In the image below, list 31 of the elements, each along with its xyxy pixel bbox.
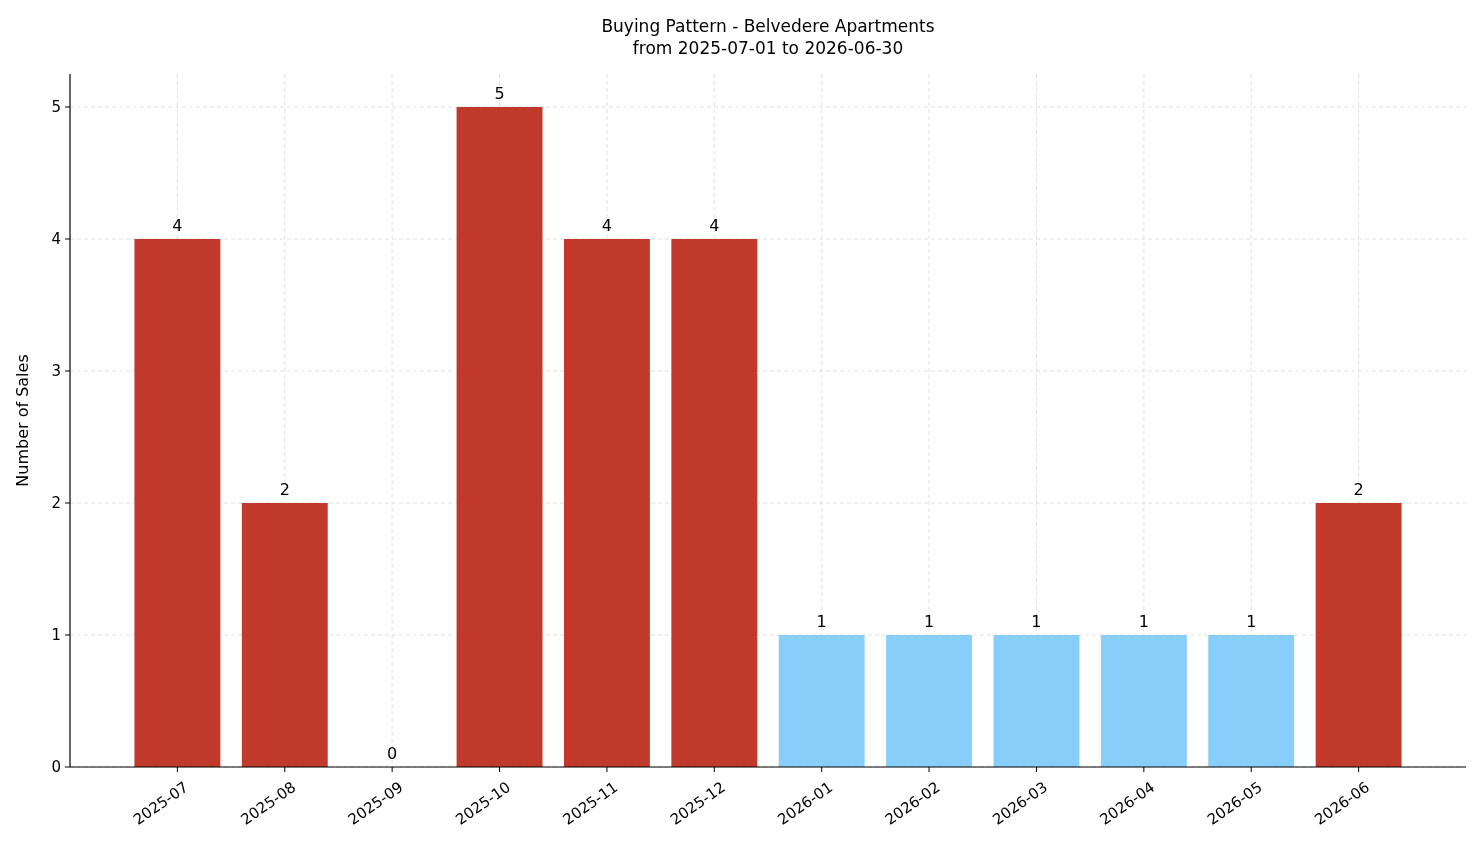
y-tick-label: 5	[51, 98, 61, 117]
bar	[1208, 635, 1295, 767]
chart-title: Buying Pattern - Belvedere Apartments from 2025-07-01 to 2026-06-30	[601, 16, 935, 58]
y-tick-label: 1	[51, 626, 61, 645]
bar	[456, 107, 543, 767]
data-label: 1	[1138, 612, 1149, 631]
data-label: 5	[494, 84, 505, 103]
data-label: 1	[923, 612, 935, 631]
data-label: 1	[1246, 612, 1257, 631]
bar	[134, 239, 221, 767]
y-axis-title: Number of Sales	[13, 354, 32, 487]
y-tick-label: 0	[51, 758, 61, 777]
data-label: 4	[601, 216, 613, 235]
bar	[1100, 635, 1187, 767]
bar	[563, 239, 650, 767]
bar	[778, 635, 865, 767]
bar	[993, 635, 1080, 767]
data-label: 2	[1353, 480, 1364, 499]
data-label: 1	[1031, 612, 1042, 631]
bar	[1315, 503, 1402, 767]
data-label: 1	[816, 612, 827, 631]
y-tick-label: 4	[51, 230, 61, 249]
data-label: 4	[172, 216, 183, 235]
y-tick-label: 2	[51, 494, 61, 513]
bar	[886, 635, 973, 767]
data-label: 2	[279, 480, 290, 499]
bar	[241, 503, 328, 767]
bar	[671, 239, 758, 767]
y-tick-label: 3	[51, 362, 61, 381]
data-label: 4	[709, 216, 720, 235]
data-label: 0	[387, 744, 398, 763]
